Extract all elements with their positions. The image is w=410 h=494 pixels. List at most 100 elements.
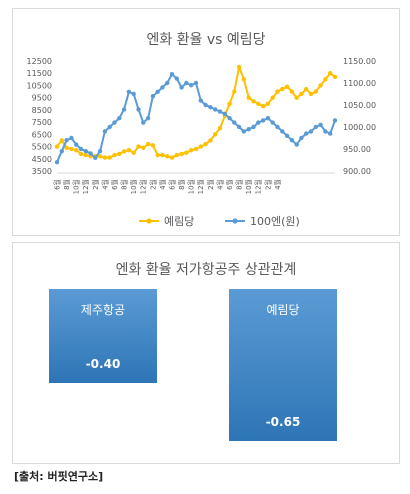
bar-chart-panel: 엔화 환율 저가항공주 상관관계 제주항공 -0.40 예림당 -0.65	[12, 242, 400, 464]
data-point-yearimdang	[131, 150, 136, 155]
data-point-jpy100	[174, 76, 179, 81]
data-point-yearimdang	[232, 89, 237, 94]
legend-label: 예림당	[164, 215, 194, 228]
data-point-yearimdang	[141, 145, 146, 150]
line-chart: 12500 11500 10500 9500 8500 7500 6500 5500 4500 3…	[27, 57, 377, 228]
right-y-tick-label: 1050.00	[343, 101, 376, 110]
data-point-yearimdang	[121, 149, 127, 154]
data-point-jpy100	[64, 138, 69, 143]
x-tick-label: 2월	[206, 179, 215, 190]
data-point-yearimdang	[304, 86, 309, 92]
data-point-jpy100	[265, 116, 271, 121]
data-point-jpy100	[270, 120, 275, 125]
data-point-yearimdang	[179, 151, 184, 157]
bar-value-label: -0.65	[265, 415, 301, 430]
data-point-jpy100	[93, 155, 98, 160]
data-point-jpy100	[74, 142, 79, 147]
series-line-yearimdang	[56, 66, 336, 159]
x-tick-label: 12월	[254, 179, 263, 194]
data-point-jpy100	[83, 149, 89, 154]
data-point-yearimdang	[251, 99, 256, 104]
x-tick-label: 8월	[235, 179, 244, 190]
x-tick-label: 2월	[263, 179, 272, 190]
data-point-jpy100	[78, 146, 84, 152]
right-y-tick-label: 900.00	[343, 167, 371, 176]
data-point-yearimdang	[169, 155, 175, 160]
data-point-jpy100	[260, 118, 266, 123]
left-y-tick-label: 9500	[32, 94, 52, 103]
data-point-jpy100	[213, 107, 218, 112]
data-point-jpy100	[169, 72, 175, 77]
data-point-jpy100	[280, 129, 285, 134]
x-tick-label: 4월	[158, 179, 167, 190]
x-tick-label: 6월	[225, 179, 234, 190]
data-point-yearimdang	[280, 86, 285, 92]
x-tick-label: 4월	[100, 179, 109, 190]
legend-marker	[146, 218, 152, 224]
data-point-yearimdang	[236, 64, 242, 70]
x-tick-label: 6월	[110, 179, 119, 190]
left-y-tick-label: 5500	[32, 143, 52, 152]
data-point-yearimdang	[328, 71, 333, 76]
bar-jeju-air: 제주항공 -0.40	[49, 289, 157, 383]
data-point-yearimdang	[69, 146, 74, 152]
data-point-jpy100	[107, 124, 112, 130]
data-point-jpy100	[198, 98, 203, 103]
data-point-yearimdang	[299, 91, 304, 97]
data-point-yearimdang	[241, 77, 247, 82]
bar-category-label: 제주항공	[80, 303, 126, 317]
left-y-tick-label: 10500	[27, 81, 52, 90]
data-point-yearimdang	[64, 145, 69, 150]
data-point-jpy100	[227, 116, 232, 121]
data-point-jpy100	[150, 94, 156, 99]
data-point-jpy100	[112, 120, 117, 125]
data-point-yearimdang	[107, 155, 112, 160]
data-point-jpy100	[328, 131, 333, 136]
x-tick-label: 12월	[139, 179, 148, 194]
x-tick-label: 2월	[148, 179, 157, 190]
data-point-yearimdang	[203, 141, 208, 147]
left-y-tick-label: 6500	[32, 130, 52, 139]
left-y-tick-label: 3500	[32, 167, 52, 176]
line-chart-title: 엔화 환율 vs 예림당	[146, 32, 266, 48]
data-point-yearimdang	[145, 141, 151, 147]
data-point-yearimdang	[198, 144, 203, 149]
data-point-yearimdang	[150, 143, 156, 148]
data-point-yearimdang	[112, 152, 117, 158]
data-point-yearimdang	[265, 101, 271, 107]
data-point-jpy100	[208, 105, 213, 110]
data-point-yearimdang	[289, 89, 295, 94]
x-tick-label: 8월	[120, 179, 129, 190]
data-point-yearimdang	[78, 151, 84, 157]
left-y-tick-label: 4500	[32, 155, 52, 164]
left-y-tick-label: 7500	[32, 118, 52, 127]
data-point-yearimdang	[117, 151, 122, 157]
data-point-jpy100	[88, 151, 93, 156]
x-tick-label: 12월	[81, 179, 90, 194]
x-tick-label: 10월	[129, 179, 138, 194]
data-point-jpy100	[184, 80, 189, 86]
data-point-jpy100	[141, 120, 146, 125]
data-point-yearimdang	[59, 138, 64, 143]
data-point-jpy100	[256, 120, 261, 125]
data-point-jpy100	[289, 138, 295, 143]
x-tick-label: 4월	[215, 179, 224, 190]
data-point-jpy100	[145, 116, 151, 121]
data-point-yearimdang	[318, 83, 323, 88]
data-point-jpy100	[323, 129, 328, 134]
data-point-jpy100	[299, 135, 304, 141]
data-point-jpy100	[102, 129, 108, 134]
data-point-jpy100	[189, 83, 194, 88]
data-point-jpy100	[294, 142, 299, 147]
bar-chart-title: 엔화 환율 저가항공주 상관관계	[115, 262, 297, 278]
data-point-jpy100	[318, 122, 323, 128]
data-point-yearimdang	[155, 152, 160, 158]
data-point-jpy100	[126, 89, 132, 95]
right-y-tick-label: 1000.00	[343, 123, 376, 132]
data-point-jpy100	[117, 116, 122, 121]
data-point-yearimdang	[54, 144, 60, 149]
data-point-jpy100	[222, 111, 227, 117]
data-point-jpy100	[193, 80, 199, 86]
data-point-yearimdang	[217, 126, 223, 131]
data-point-yearimdang	[332, 74, 338, 80]
